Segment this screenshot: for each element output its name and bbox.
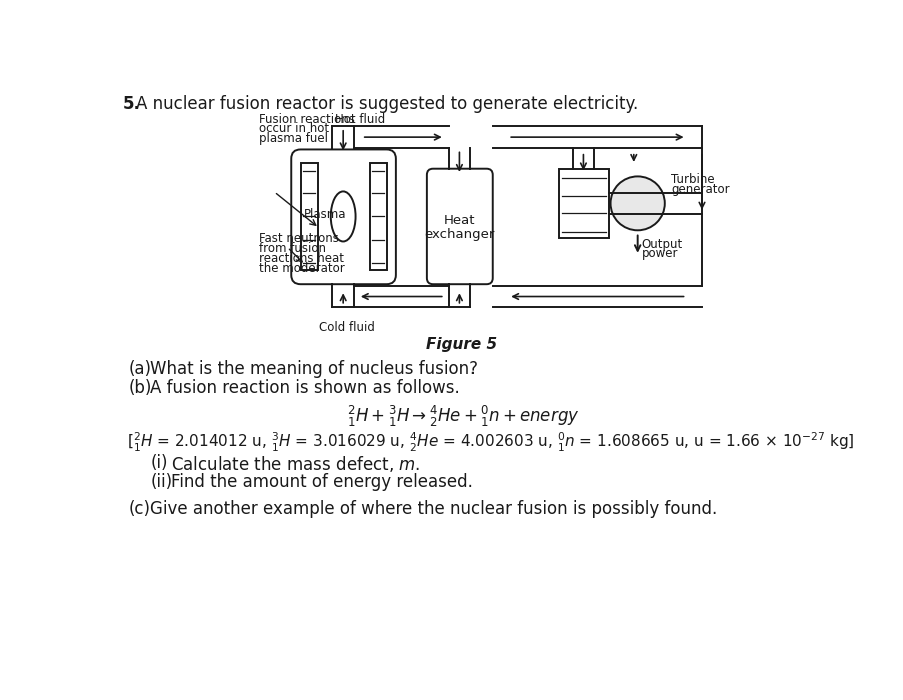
- Text: Fast neutrons: Fast neutrons: [258, 232, 339, 245]
- Bar: [369, 163, 386, 270]
- Text: exchanger: exchanger: [424, 228, 494, 241]
- Text: $[^{2}_{1}H$ = 2.014012 u, $^{3}_{1}H$ = 3.016029 u, $^{4}_{2}He$ = 4.002603 u, : $[^{2}_{1}H$ = 2.014012 u, $^{3}_{1}H$ =…: [126, 431, 853, 454]
- Text: (a): (a): [128, 360, 152, 378]
- Text: (ii): (ii): [150, 473, 172, 491]
- Text: .: .: [469, 360, 474, 378]
- Bar: [300, 163, 317, 270]
- Bar: [558, 169, 609, 238]
- Text: plasma fuel: plasma fuel: [258, 132, 328, 145]
- Text: What is the meaning of nucleus fusion?: What is the meaning of nucleus fusion?: [150, 360, 478, 378]
- Text: Cold fluid: Cold fluid: [319, 321, 375, 334]
- Text: (i): (i): [150, 454, 168, 472]
- FancyBboxPatch shape: [426, 169, 492, 284]
- FancyBboxPatch shape: [291, 150, 396, 284]
- Text: (c): (c): [128, 500, 150, 518]
- Text: Fusion reactions: Fusion reactions: [258, 113, 354, 126]
- Text: Give another example of where the nuclear fusion is possibly found.: Give another example of where the nuclea…: [150, 500, 717, 518]
- Text: reactions heat: reactions heat: [258, 252, 343, 265]
- Text: Output: Output: [641, 238, 682, 251]
- Text: occur in hot: occur in hot: [258, 122, 329, 136]
- Text: Heat: Heat: [443, 214, 475, 227]
- Text: Turbine: Turbine: [670, 173, 714, 186]
- Text: the moderator: the moderator: [258, 262, 344, 275]
- Text: power: power: [641, 247, 677, 260]
- Text: A nuclear fusion reactor is suggested to generate electricity.: A nuclear fusion reactor is suggested to…: [136, 94, 638, 113]
- Text: Figure 5: Figure 5: [425, 337, 497, 351]
- Ellipse shape: [330, 191, 355, 242]
- Circle shape: [610, 176, 664, 230]
- Text: generator: generator: [670, 183, 729, 195]
- Text: Hot fluid: Hot fluid: [335, 113, 386, 126]
- Text: 5.: 5.: [122, 94, 140, 113]
- Text: from fusion: from fusion: [258, 241, 325, 255]
- Text: A fusion reaction is shown as follows.: A fusion reaction is shown as follows.: [150, 379, 460, 397]
- Text: Find the amount of energy released.: Find the amount of energy released.: [171, 473, 472, 491]
- Text: Plasma: Plasma: [303, 209, 346, 221]
- Text: $^{2}_{1}H + ^{3}_{1}H \rightarrow ^{4}_{2}He + ^{0}_{1}n + energy$: $^{2}_{1}H + ^{3}_{1}H \rightarrow ^{4}_…: [347, 405, 579, 429]
- Text: (b): (b): [128, 379, 152, 397]
- Text: Calculate the mass defect, $m$.: Calculate the mass defect, $m$.: [171, 454, 420, 474]
